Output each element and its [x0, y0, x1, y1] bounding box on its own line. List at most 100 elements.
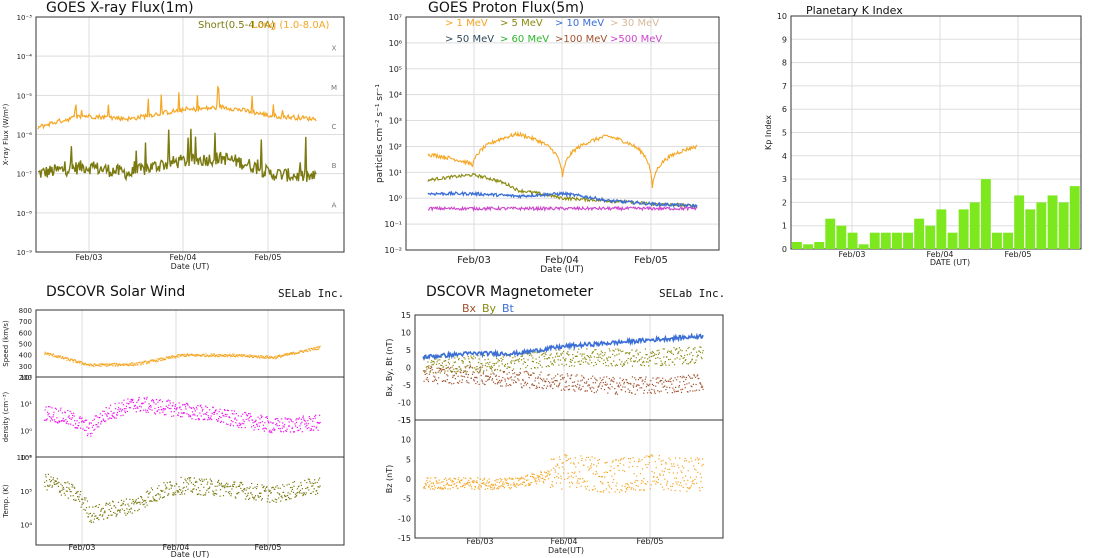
- data-dot: [636, 466, 638, 468]
- data-dot: [235, 413, 237, 415]
- data-dot: [598, 385, 600, 387]
- data-dot: [594, 457, 596, 459]
- data-dot: [161, 409, 163, 411]
- data-dot: [69, 360, 71, 362]
- data-dot: [143, 397, 145, 399]
- data-dot: [544, 471, 546, 473]
- data-dot: [291, 353, 294, 355]
- data-dot: [166, 400, 168, 402]
- data-dot: [72, 495, 74, 497]
- data-dot: [532, 361, 534, 363]
- data-dot: [204, 413, 206, 415]
- data-dot: [666, 482, 668, 484]
- data-dot: [647, 463, 649, 465]
- data-dot: [694, 478, 696, 480]
- data-dot: [318, 479, 320, 481]
- data-dot: [303, 419, 305, 422]
- data-dot: [575, 375, 577, 377]
- data-dot: [115, 364, 117, 366]
- data-dot: [259, 422, 262, 424]
- data-dot: [498, 485, 500, 488]
- data-dot: [200, 354, 202, 356]
- data-dot: [305, 492, 307, 494]
- data-dot: [104, 364, 106, 366]
- data-dot: [126, 364, 128, 366]
- proton-ytick-label: 10⁰: [389, 194, 402, 203]
- data-dot: [678, 386, 680, 388]
- data-dot: [547, 473, 549, 475]
- data-dot: [150, 487, 153, 489]
- data-dot: [539, 480, 541, 482]
- data-dot: [517, 378, 519, 380]
- data-dot: [554, 380, 556, 382]
- xray-ytick-label: 10⁻³: [17, 14, 33, 22]
- data-dot: [677, 353, 679, 355]
- data-dot: [189, 480, 191, 482]
- data-dot: [319, 477, 321, 479]
- data-dot: [646, 383, 648, 385]
- data-dot: [550, 458, 552, 460]
- data-dot: [132, 500, 134, 502]
- data-dot: [96, 424, 98, 426]
- data-dot: [674, 358, 676, 360]
- data-dot: [428, 373, 431, 375]
- data-dot: [84, 362, 87, 364]
- data-dot: [512, 368, 515, 370]
- data-dot: [232, 421, 234, 423]
- kp-bar: [947, 232, 958, 249]
- data-dot: [302, 350, 304, 353]
- data-dot: [194, 410, 196, 412]
- data-dot: [219, 354, 221, 356]
- data-dot: [661, 362, 663, 364]
- data-dot: [131, 364, 133, 366]
- data-dot: [551, 481, 553, 483]
- data-dot: [78, 498, 80, 500]
- data-dot: [185, 408, 187, 410]
- data-dot: [149, 361, 151, 363]
- data-dot: [681, 472, 683, 474]
- data-dot: [574, 457, 576, 459]
- data-dot: [263, 490, 265, 492]
- data-dot: [596, 389, 599, 391]
- data-dot: [312, 491, 314, 493]
- data-dot: [675, 386, 677, 388]
- data-dot: [279, 494, 281, 496]
- data-dot: [586, 456, 588, 458]
- data-dot: [482, 382, 484, 384]
- data-dot: [527, 372, 529, 374]
- data-dot: [599, 383, 601, 385]
- data-dot: [612, 353, 614, 355]
- data-dot: [74, 427, 76, 429]
- data-dot: [157, 493, 159, 495]
- data-dot: [255, 419, 257, 421]
- data-dot: [209, 478, 211, 480]
- data-dot: [467, 376, 469, 378]
- data-dot: [445, 364, 447, 366]
- data-dot: [595, 363, 597, 365]
- data-dot: [252, 355, 254, 357]
- data-dot: [220, 416, 222, 419]
- data-dot: [607, 360, 609, 362]
- data-dot: [284, 424, 286, 426]
- data-dot: [195, 406, 197, 408]
- data-dot: [263, 427, 265, 429]
- data-dot: [147, 409, 149, 411]
- proton-xtick-label: Feb/03: [457, 255, 491, 266]
- data-dot: [314, 415, 316, 417]
- data-dot: [308, 478, 310, 481]
- data-dot: [550, 384, 552, 386]
- data-dot: [316, 426, 318, 428]
- data-dot: [264, 488, 266, 490]
- data-dot: [616, 364, 618, 366]
- data-dot: [117, 409, 119, 411]
- data-dot: [431, 366, 433, 369]
- kp-ytick-label: 7: [782, 82, 787, 91]
- data-dot: [224, 409, 226, 411]
- kp-bar: [880, 232, 891, 249]
- data-dot: [608, 387, 610, 389]
- data-dot: [55, 408, 57, 410]
- wind-speed-label: Speed (km/s): [2, 320, 10, 367]
- data-dot: [44, 351, 46, 353]
- data-dot: [561, 462, 563, 464]
- data-dot: [97, 364, 99, 366]
